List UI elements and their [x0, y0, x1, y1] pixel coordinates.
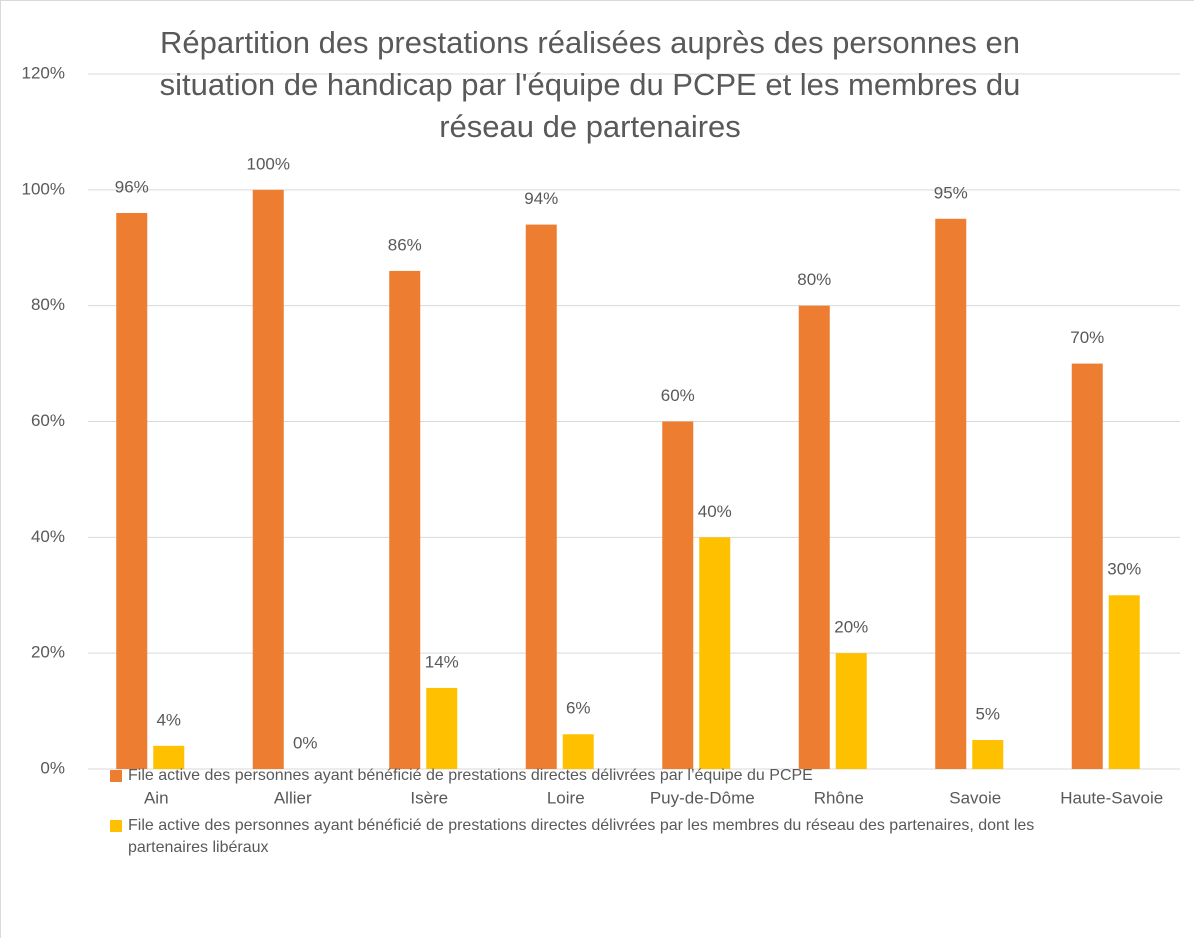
bar [798, 305, 830, 769]
y-tick-label: 120% [22, 63, 65, 82]
bar [935, 218, 967, 769]
data-label: 95% [934, 183, 968, 202]
data-label: 0% [293, 733, 318, 752]
bar [662, 421, 694, 769]
data-label: 4% [156, 710, 181, 729]
data-label: 5% [975, 705, 1000, 724]
bar [835, 653, 867, 769]
legend-swatch [110, 770, 122, 782]
x-tick-label: Rhône [814, 788, 864, 807]
bar [562, 734, 594, 769]
data-label: 80% [797, 270, 831, 289]
chart-title: Répartition des prestations réalisées au… [159, 25, 1021, 144]
y-tick-label: 80% [31, 295, 65, 314]
x-tick-label: Allier [274, 788, 312, 807]
data-label: 40% [698, 502, 732, 521]
bar [426, 687, 458, 769]
y-tick-label: 0% [40, 758, 65, 777]
legend-swatch [110, 820, 122, 832]
data-label: 100% [247, 154, 290, 173]
data-label: 30% [1107, 560, 1141, 579]
x-tick-label: Loire [547, 788, 585, 807]
bar [699, 537, 731, 769]
data-label: 94% [524, 189, 558, 208]
bar [1071, 363, 1103, 769]
x-tick-label: Haute-Savoie [1060, 788, 1163, 807]
legend-item: File active des personnes ayant bénéfici… [110, 815, 1040, 859]
data-label: 96% [115, 177, 149, 196]
legend-label: File active des personnes ayant bénéfici… [128, 817, 1035, 856]
y-tick-label: 100% [22, 179, 65, 198]
y-tick-label: 40% [31, 527, 65, 546]
data-label: 14% [425, 652, 459, 671]
bar [153, 745, 185, 769]
x-tick-label: Ain [144, 788, 169, 807]
data-label: 86% [388, 235, 422, 254]
x-tick-label: Isère [410, 788, 448, 807]
y-tick-label: 60% [31, 411, 65, 430]
bar [116, 213, 148, 769]
legend: File active des personnes ayant bénéfici… [110, 765, 1040, 887]
y-tick-label: 20% [31, 643, 65, 662]
data-label: 60% [661, 386, 695, 405]
bar [1108, 595, 1140, 769]
bar [252, 189, 284, 770]
legend-label: File active des personnes ayant bénéfici… [128, 767, 813, 784]
bar [389, 270, 421, 769]
bar [525, 224, 557, 770]
data-label: 70% [1070, 328, 1104, 347]
x-tick-label: Puy-de-Dôme [650, 788, 755, 807]
bar [972, 740, 1004, 769]
data-label: 20% [834, 618, 868, 637]
legend-item: File active des personnes ayant bénéfici… [110, 765, 1040, 787]
data-label: 6% [566, 699, 591, 718]
x-tick-label: Savoie [949, 788, 1001, 807]
